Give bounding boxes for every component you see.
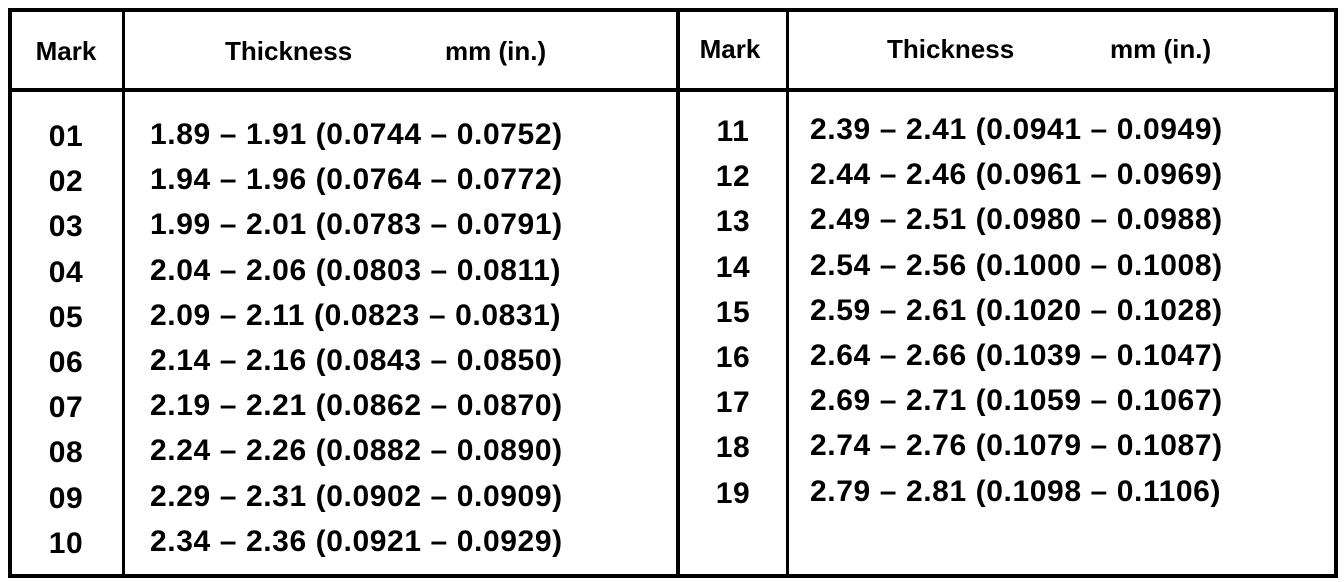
border xyxy=(1334,8,1338,578)
border xyxy=(8,574,1338,578)
mark: 02 xyxy=(48,165,84,199)
thickness: 2.04 – 2.06 (0.0803 – 0.0811) xyxy=(150,253,562,287)
mark: 14 xyxy=(715,250,751,284)
header-thickness: Thickness xyxy=(887,34,1015,64)
thickness: 2.44 – 2.46 (0.0961 – 0.0969) xyxy=(810,158,1223,192)
mark: 06 xyxy=(48,346,84,379)
header-mark: Mark xyxy=(35,36,97,66)
thickness: 2.54 – 2.56 (0.1000 – 0.1008) xyxy=(810,248,1223,282)
thickness: 2.09 – 2.11 (0.0823 – 0.0831) xyxy=(150,298,562,332)
mark: 01 xyxy=(48,120,84,153)
thickness: 2.24 – 2.26 (0.0882 – 0.0890) xyxy=(150,434,563,468)
header-rule xyxy=(8,88,1338,92)
mark: 08 xyxy=(48,436,84,470)
mark: 09 xyxy=(48,481,84,515)
thickness: 2.59 – 2.61 (0.1020 – 0.1028) xyxy=(810,293,1223,327)
mark: 18 xyxy=(715,431,751,465)
header-unit: mm (in.) xyxy=(1110,34,1212,64)
thickness: 2.39 – 2.41 (0.0941 – 0.0949) xyxy=(810,113,1223,146)
thickness: 2.34 – 2.36 (0.0921 – 0.0929) xyxy=(150,524,563,558)
mark: 11 xyxy=(716,115,750,148)
mark: 17 xyxy=(715,386,751,420)
mark: 16 xyxy=(715,341,751,374)
mark: 12 xyxy=(715,160,751,194)
mark: 10 xyxy=(48,526,84,560)
thickness: 2.74 – 2.76 (0.1079 – 0.1087) xyxy=(810,429,1223,463)
column-rule xyxy=(786,8,789,578)
thickness: 2.64 – 2.66 (0.1039 – 0.1047) xyxy=(810,339,1223,372)
mark: 07 xyxy=(48,391,84,425)
mark: 19 xyxy=(715,476,751,510)
thickness: 2.49 – 2.51 (0.0980 – 0.0988) xyxy=(810,203,1223,237)
border xyxy=(8,8,1338,12)
column-rule xyxy=(122,8,125,578)
border xyxy=(8,8,12,578)
thickness: 2.29 – 2.31 (0.0902 – 0.0909) xyxy=(150,479,563,513)
thickness: 1.89 – 1.91 (0.0744 – 0.0752) xyxy=(150,118,563,151)
mark: 15 xyxy=(715,295,751,329)
header-thickness: Thickness xyxy=(225,36,353,66)
thickness: 2.69 – 2.71 (0.1059 – 0.1067) xyxy=(810,384,1223,418)
thickness: 1.94 – 1.96 (0.0764 – 0.0772) xyxy=(150,163,563,197)
column-rule xyxy=(676,8,680,578)
mark: 13 xyxy=(715,205,751,239)
mark: 05 xyxy=(48,300,84,334)
thickness: 1.99 – 2.01 (0.0783 – 0.0791) xyxy=(150,208,563,242)
mark: 04 xyxy=(48,255,84,289)
thickness: 2.79 – 2.81 (0.1098 – 0.1106) xyxy=(810,474,1222,508)
header-unit: mm (in.) xyxy=(445,36,547,66)
mark: 03 xyxy=(48,210,84,244)
thickness: 2.19 – 2.21 (0.0862 – 0.0870) xyxy=(150,389,563,423)
thickness: 2.14 – 2.16 (0.0843 – 0.0850) xyxy=(150,344,563,377)
header-mark: Mark xyxy=(699,34,761,64)
